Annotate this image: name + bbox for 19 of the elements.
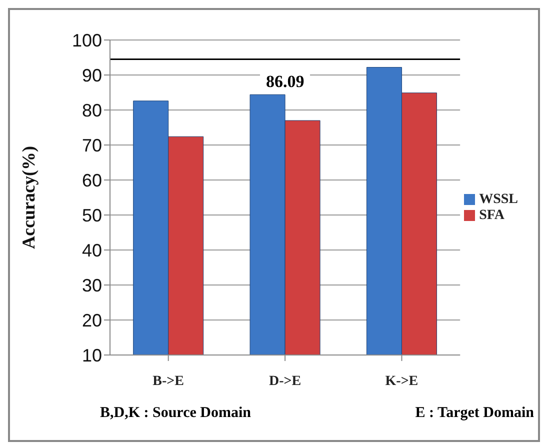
y-tick-label: 70 — [82, 135, 102, 156]
legend-label: WSSL — [479, 192, 518, 206]
y-tick-label: 90 — [82, 65, 102, 86]
x-tick-label: K->E — [385, 374, 418, 389]
annotation: 86.09 — [260, 72, 310, 92]
x-tick-label: B->E — [152, 374, 184, 389]
y-tick-label: 40 — [82, 240, 102, 260]
text: E : Target Domain — [415, 405, 534, 422]
y-tick-label: 30 — [82, 275, 102, 296]
y-tick-label: 60 — [82, 170, 102, 190]
y-tick-label: 100 — [72, 30, 102, 50]
y-tick-label: 10 — [82, 345, 102, 366]
x-tick-label: D->E — [268, 374, 302, 389]
text: B,D,K : Source Domain — [100, 405, 251, 422]
y-tick-label: 50 — [82, 205, 102, 226]
legend-label: SFA — [479, 208, 504, 222]
y-axis-title: Accuracy(%) — [18, 146, 38, 249]
y-tick-label: 20 — [82, 310, 102, 330]
y-tick-label: 80 — [82, 100, 102, 120]
